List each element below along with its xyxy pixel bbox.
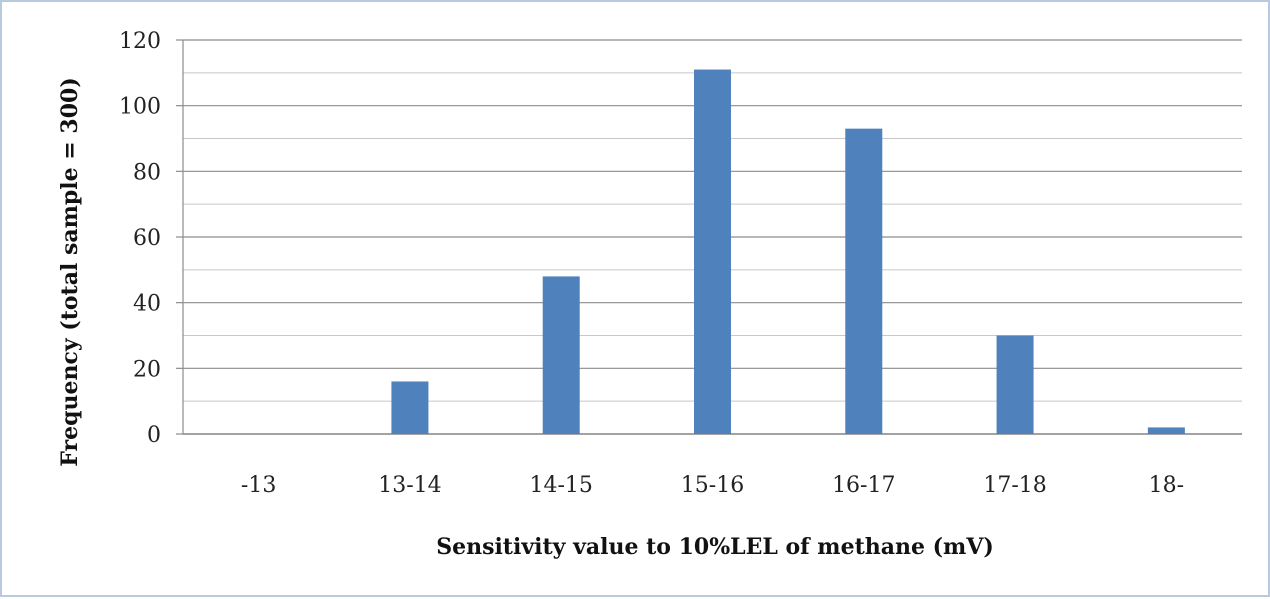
y-tick-label: 80 [133, 160, 161, 185]
y-tick-label: 0 [147, 423, 161, 448]
x-tick-label: 17-18 [983, 473, 1046, 498]
y-tick-label: 60 [133, 226, 161, 251]
x-axis-title: Sensitivity value to 10%LEL of methane (… [436, 534, 994, 560]
bar [845, 128, 883, 434]
bar [542, 276, 580, 434]
y-axis-title: Frequency (total sample = 300) [57, 77, 83, 466]
y-tick-label: 100 [119, 95, 161, 120]
x-tick-label: 15-16 [681, 473, 744, 498]
y-tick-labels: 0 20 40 60 80 100 120 [119, 29, 161, 448]
y-tick-label: 40 [133, 292, 161, 317]
x-tick-label: 18- [1149, 473, 1184, 498]
x-tick-label: 16-17 [832, 473, 895, 498]
bars [391, 69, 1185, 435]
x-tick-label: 13-14 [378, 473, 441, 498]
x-tick-label: 14-15 [530, 473, 593, 498]
bar [1147, 427, 1185, 434]
y-tick-label: 20 [133, 357, 161, 382]
bar [694, 69, 731, 435]
y-tick-label: 120 [119, 29, 161, 54]
bar [996, 335, 1034, 434]
x-tick-label: -13 [241, 473, 276, 498]
bar [391, 381, 429, 434]
x-tick-labels: -13 13-14 14-15 15-16 16-17 17-18 18- [241, 473, 1184, 498]
